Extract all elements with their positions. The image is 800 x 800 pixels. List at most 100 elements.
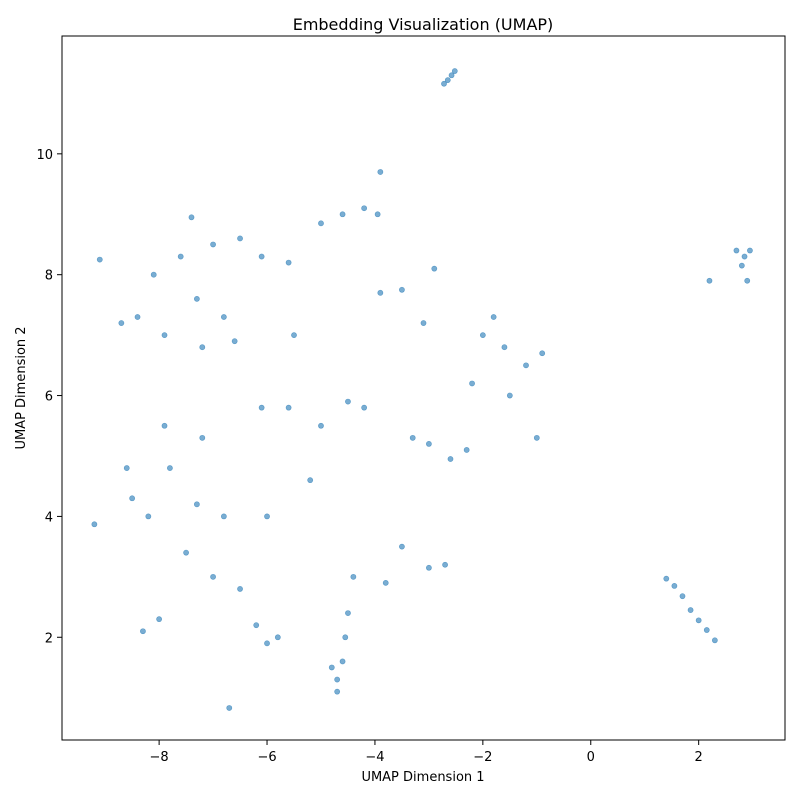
scatter-point	[188, 214, 195, 221]
scatter-point	[744, 277, 751, 284]
scatter-point	[167, 465, 173, 471]
scatter-point	[695, 617, 702, 624]
x-tick-label: −4	[365, 750, 384, 765]
scatter-point	[291, 332, 297, 339]
scatter-point	[156, 616, 163, 623]
scatter-point	[226, 705, 233, 711]
scatter-point	[523, 362, 529, 369]
scatter-point	[451, 68, 458, 74]
scatter-point	[490, 314, 497, 320]
scatter-point	[350, 573, 357, 580]
scatter-point	[345, 610, 351, 616]
scatter-point	[441, 80, 447, 87]
scatter-point	[183, 549, 189, 556]
scatter-point	[145, 513, 152, 520]
scatter-point	[123, 465, 130, 471]
x-tick-label: −2	[473, 750, 492, 765]
scatter-point	[399, 543, 405, 550]
scatter-point	[431, 265, 438, 272]
scatter-point	[118, 320, 125, 326]
scatter-point	[409, 434, 416, 441]
y-tick-label: 2	[45, 631, 53, 646]
y-tick-label: 4	[45, 510, 53, 525]
y-tick-label: 8	[45, 269, 53, 284]
scatter-point	[345, 398, 351, 405]
scatter-point	[687, 607, 694, 613]
scatter-point	[237, 586, 243, 592]
scatter-point	[258, 404, 265, 411]
x-axis: −8 −6 −4 −2 0 2	[150, 740, 703, 765]
scatter-point	[377, 289, 384, 296]
scatter-point	[285, 404, 292, 411]
scatter-point	[96, 256, 103, 263]
points-layer	[91, 68, 753, 711]
scatter-point	[501, 344, 508, 351]
scatter-point	[382, 579, 389, 586]
scatter-point	[738, 262, 745, 269]
scatter-point	[444, 77, 451, 84]
x-axis-label: UMAP Dimension 1	[361, 770, 484, 785]
scatter-point	[134, 314, 141, 320]
scatter-point	[253, 622, 260, 629]
scatter-point	[258, 253, 265, 260]
scatter-point	[339, 658, 346, 665]
scatter-point	[741, 253, 748, 260]
x-tick-label: 2	[695, 750, 703, 765]
scatter-point	[264, 640, 270, 647]
scatter-point	[339, 211, 346, 218]
scatter-point	[399, 286, 405, 293]
y-tick-label: 6	[45, 390, 53, 405]
scatter-point	[533, 434, 540, 441]
scatter-point	[318, 220, 324, 227]
scatter-point	[328, 664, 335, 671]
y-axis-label: UMAP Dimension 2	[14, 326, 29, 449]
chart-title: Embedding Visualization (UMAP)	[293, 15, 554, 34]
scatter-point	[334, 688, 341, 695]
scatter-point	[193, 501, 200, 508]
scatter-point	[210, 241, 216, 248]
scatter-point	[91, 521, 98, 528]
scatter-point	[334, 676, 341, 683]
scatter-point	[377, 169, 384, 175]
scatter-point	[420, 320, 427, 326]
x-tick-label: 0	[587, 750, 595, 765]
scatter-point	[706, 277, 713, 284]
scatter-point	[193, 295, 200, 302]
scatter-point	[177, 253, 184, 260]
scatter-point	[679, 593, 686, 600]
scatter-point	[307, 477, 314, 484]
scatter-point	[703, 627, 710, 633]
x-tick-label: −6	[257, 750, 276, 765]
scatter-point	[442, 561, 448, 568]
scatter-point	[447, 456, 454, 462]
plot-frame	[61, 35, 786, 741]
scatter-point	[463, 447, 470, 453]
scatter-point	[199, 434, 206, 441]
scatter-point	[425, 440, 432, 447]
scatter-point	[274, 634, 281, 641]
scatter-point	[129, 495, 136, 502]
scatter-point	[140, 628, 146, 635]
scatter-point	[506, 392, 513, 399]
scatter-point	[220, 513, 227, 520]
scatter-point	[747, 247, 753, 254]
scatter-point	[231, 338, 238, 345]
scatter-point	[161, 422, 168, 429]
scatter-point	[285, 259, 292, 266]
scatter-point	[161, 332, 168, 339]
scatter-point	[425, 564, 432, 571]
scatter-point	[663, 575, 670, 582]
scatter-point	[479, 332, 486, 339]
y-axis: 2 4 6 8 10	[36, 148, 62, 646]
scatter-point	[318, 422, 324, 429]
x-tick-label: −8	[150, 750, 169, 765]
scatter-point	[150, 271, 157, 278]
scatter-point	[199, 344, 206, 351]
scatter-point	[220, 314, 227, 320]
scatter-point	[711, 637, 718, 644]
scatter-point	[264, 513, 270, 520]
scatter-point	[374, 211, 381, 218]
scatter-point	[342, 634, 349, 641]
